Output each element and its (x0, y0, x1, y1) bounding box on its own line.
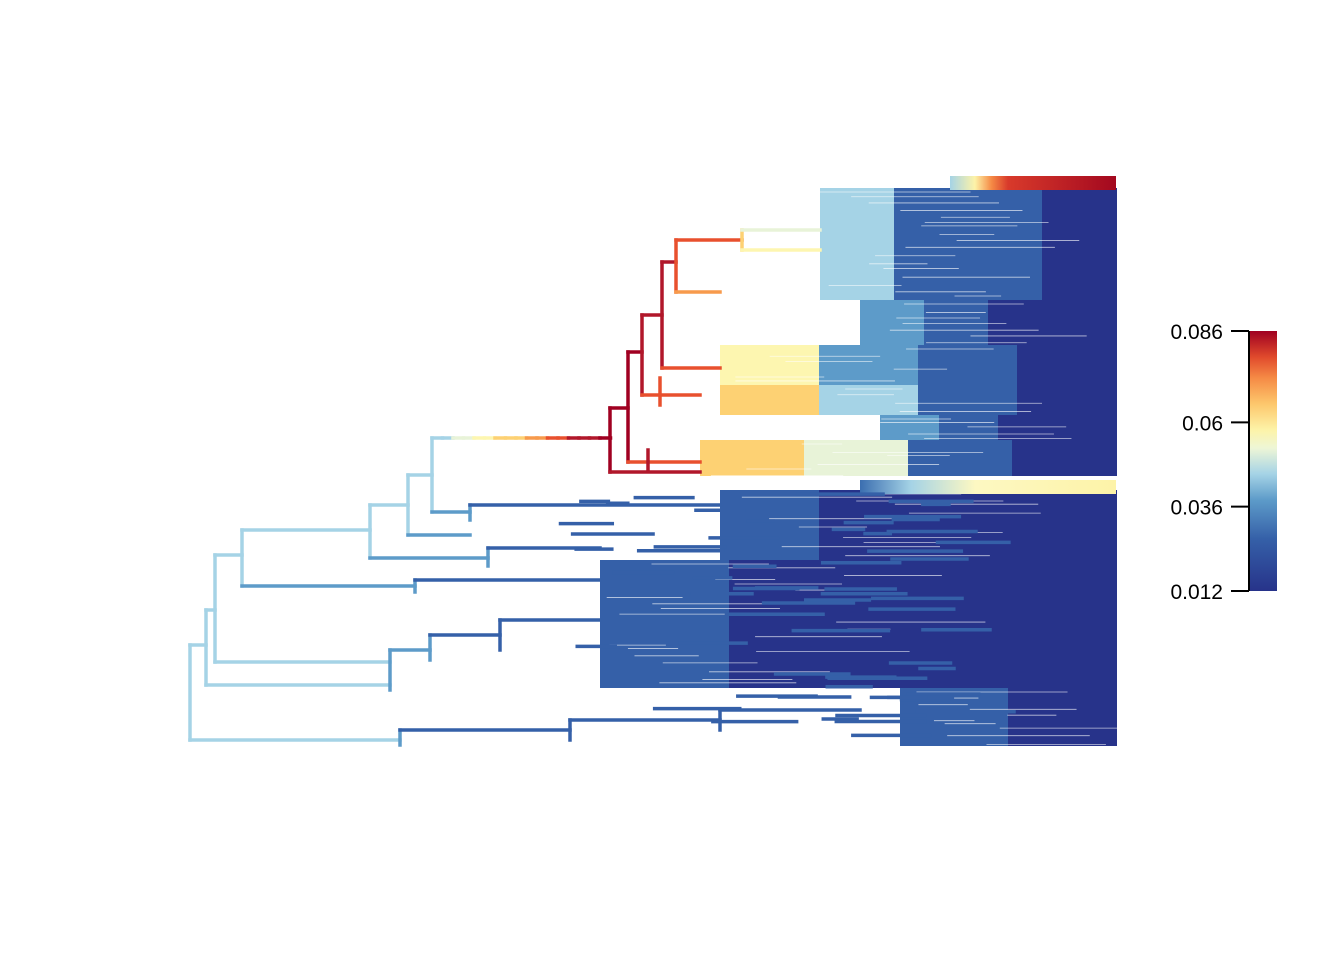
tip-band (1008, 688, 1063, 746)
tip-band (600, 560, 730, 580)
tip-band (908, 440, 1013, 476)
tip-band (894, 188, 969, 300)
tip-band (987, 580, 1117, 688)
tip-band (700, 440, 805, 476)
tip-band (924, 300, 989, 345)
tip-band (819, 345, 919, 385)
tip-band (1057, 415, 1117, 440)
tip-band (1017, 385, 1117, 415)
tip-band (987, 560, 1117, 580)
legend-tick-label: 0.06 (1182, 412, 1223, 435)
tip-band (1042, 188, 1117, 300)
tip-band (804, 440, 909, 476)
tip-band (954, 688, 1009, 746)
tip-band (860, 300, 925, 345)
color-legend: 0.086 0.06 0.036 0.012 (1170, 321, 1277, 604)
tip-band (1012, 440, 1117, 476)
elevated-rate-band (860, 480, 1116, 494)
tip-band (918, 345, 1018, 385)
tip-band (1062, 688, 1117, 746)
high-rate-band (950, 176, 1116, 190)
tip-band (819, 385, 919, 415)
tip-band (720, 490, 820, 560)
legend-tick-label: 0.086 (1170, 321, 1223, 344)
tip-band (918, 385, 1018, 415)
tip-band (720, 345, 820, 385)
tip-band (968, 188, 1043, 300)
tip-band (998, 415, 1058, 440)
tip-band (858, 560, 988, 580)
tip-band (729, 580, 859, 688)
tip-band (600, 580, 730, 688)
tip-band (988, 300, 1053, 345)
tip-band (820, 188, 895, 300)
tip-band (858, 580, 988, 688)
legend-tick-label: 0.036 (1170, 497, 1223, 520)
tip-band (720, 385, 820, 415)
tip-band (1052, 300, 1117, 345)
tip-band (1017, 490, 1117, 560)
color-legend-ticks: 0.086 0.06 0.036 0.012 (1170, 321, 1250, 604)
color-legend-bar (1249, 331, 1277, 591)
phylogenetic-tree (188, 176, 1134, 747)
legend-tick-label: 0.012 (1170, 581, 1223, 604)
tip-band (1017, 345, 1117, 385)
